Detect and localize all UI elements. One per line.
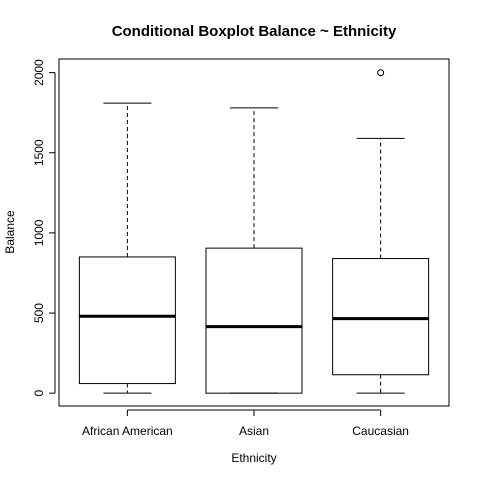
y-axis: 0 500 1000 1500 2000 bbox=[32, 59, 56, 397]
x-axis-label: Ethnicity bbox=[231, 451, 276, 465]
x-tick-label: African American bbox=[82, 424, 173, 438]
chart-title: Conditional Boxplot Balance ~ Ethnicity bbox=[112, 23, 397, 40]
box-group bbox=[332, 69, 430, 394]
y-axis-label: Balance bbox=[3, 210, 17, 254]
box-group bbox=[205, 107, 303, 394]
outlier-point bbox=[377, 69, 385, 77]
box-group bbox=[78, 102, 176, 394]
y-tick-label: 2000 bbox=[32, 59, 46, 86]
y-tick-label: 0 bbox=[32, 390, 46, 397]
plot-frame bbox=[58, 58, 450, 407]
y-tick-label: 500 bbox=[32, 303, 46, 323]
box bbox=[332, 258, 430, 376]
boxes bbox=[78, 69, 430, 394]
box bbox=[205, 247, 303, 394]
y-tick-label: 1500 bbox=[32, 139, 46, 166]
box bbox=[78, 256, 176, 385]
x-tick-label: Caucasian bbox=[352, 424, 409, 438]
x-axis: African American Asian Caucasian bbox=[82, 409, 409, 438]
x-tick-label: Asian bbox=[239, 424, 269, 438]
y-tick-label: 1000 bbox=[32, 219, 46, 246]
